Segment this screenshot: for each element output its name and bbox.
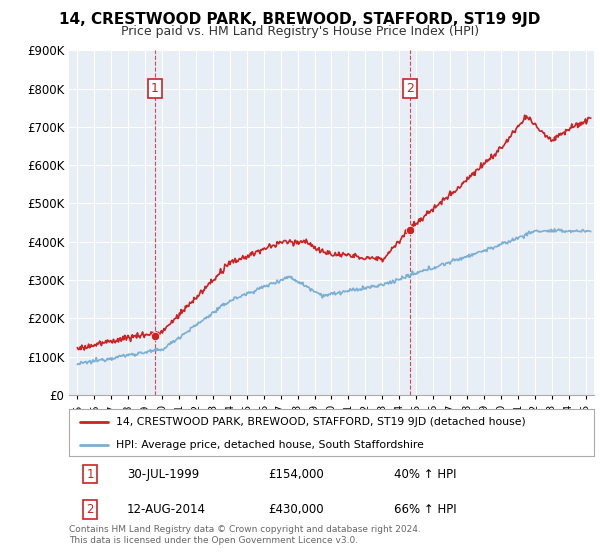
Text: 12-AUG-2014: 12-AUG-2014 [127,503,206,516]
Text: £430,000: £430,000 [269,503,324,516]
Text: Price paid vs. HM Land Registry's House Price Index (HPI): Price paid vs. HM Land Registry's House … [121,25,479,38]
Text: 40% ↑ HPI: 40% ↑ HPI [395,468,457,480]
Text: 14, CRESTWOOD PARK, BREWOOD, STAFFORD, ST19 9JD: 14, CRESTWOOD PARK, BREWOOD, STAFFORD, S… [59,12,541,27]
Text: 14, CRESTWOOD PARK, BREWOOD, STAFFORD, ST19 9JD (detached house): 14, CRESTWOOD PARK, BREWOOD, STAFFORD, S… [116,417,526,427]
Text: Contains HM Land Registry data © Crown copyright and database right 2024.
This d: Contains HM Land Registry data © Crown c… [69,525,421,545]
Text: 30-JUL-1999: 30-JUL-1999 [127,468,199,480]
Text: 2: 2 [406,82,413,95]
Text: HPI: Average price, detached house, South Staffordshire: HPI: Average price, detached house, Sout… [116,440,424,450]
Text: 66% ↑ HPI: 66% ↑ HPI [395,503,457,516]
Text: 2: 2 [86,503,94,516]
Text: 1: 1 [151,82,159,95]
Text: £154,000: £154,000 [269,468,324,480]
Text: 1: 1 [86,468,94,480]
